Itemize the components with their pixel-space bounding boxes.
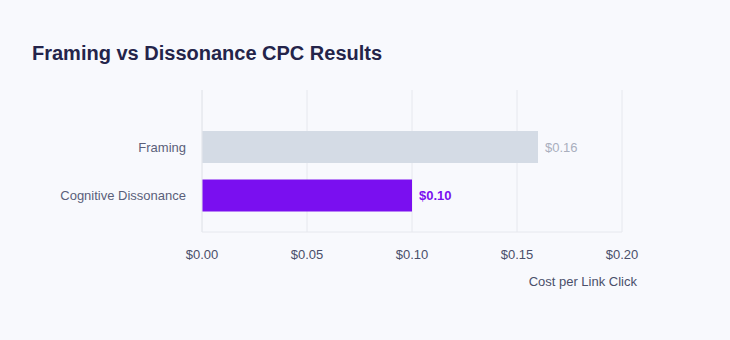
svg-text:$0.20: $0.20 — [606, 247, 639, 262]
html-text:Framing vs Dissonance CPC Resu: Framing vs Dissonance CPC Results — [32, 42, 383, 64]
svg-text:$0.05: $0.05 — [291, 247, 324, 262]
svg-text:Framing: Framing — [138, 140, 186, 155]
svg-text:Cognitive Dissonance: Cognitive Dissonance — [60, 188, 186, 203]
svg-text:$0.15: $0.15 — [501, 247, 534, 262]
svg-text:$0.00: $0.00 — [186, 247, 219, 262]
svg-text:$0.16: $0.16 — [545, 140, 578, 155]
svg-text:$0.10: $0.10 — [419, 188, 452, 203]
html-text:Cost per Link Click: Cost per Link Click — [528, 274, 637, 289]
svg-text:$0.10: $0.10 — [396, 247, 429, 262]
